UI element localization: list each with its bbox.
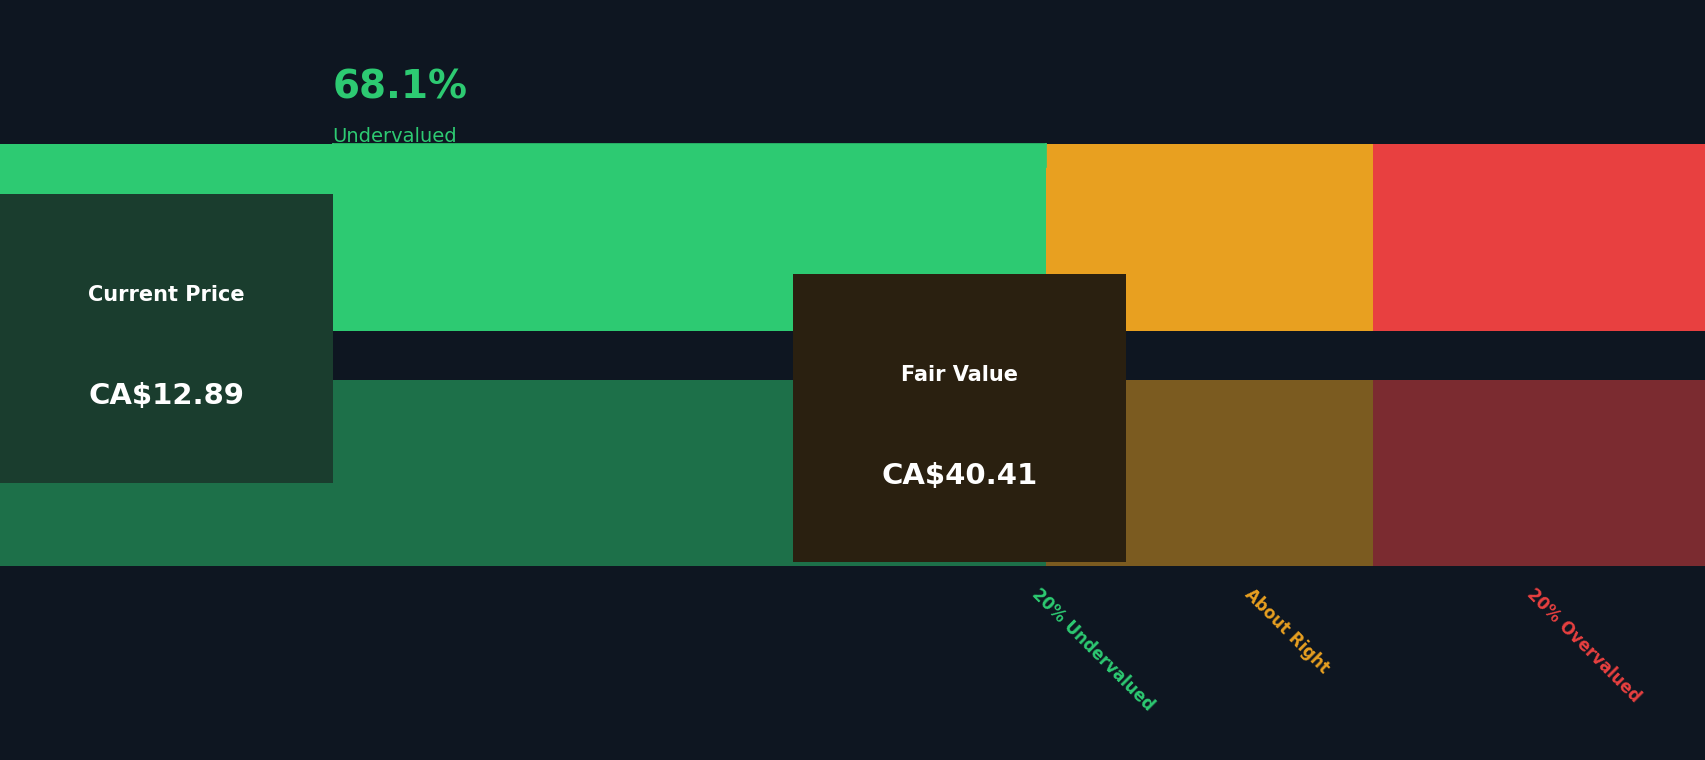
- Bar: [1045, 144, 1373, 331]
- Text: 20% Overvalued: 20% Overvalued: [1523, 585, 1642, 706]
- Bar: [793, 274, 1125, 562]
- Bar: [1045, 380, 1373, 566]
- Text: CA$12.89: CA$12.89: [89, 382, 244, 410]
- Bar: [0, 194, 332, 483]
- Text: Fair Value: Fair Value: [900, 365, 1018, 385]
- Text: Current Price: Current Price: [89, 285, 244, 305]
- Text: About Right: About Right: [1241, 585, 1332, 677]
- Text: Undervalued: Undervalued: [332, 128, 457, 147]
- Text: 68.1%: 68.1%: [332, 68, 467, 106]
- Text: CA$40.41: CA$40.41: [881, 462, 1037, 489]
- Bar: [0, 144, 1045, 331]
- Text: 20% Undervalued: 20% Undervalued: [1028, 585, 1156, 714]
- Bar: [0, 380, 1045, 566]
- Bar: [1373, 144, 1705, 331]
- Bar: [1373, 380, 1705, 566]
